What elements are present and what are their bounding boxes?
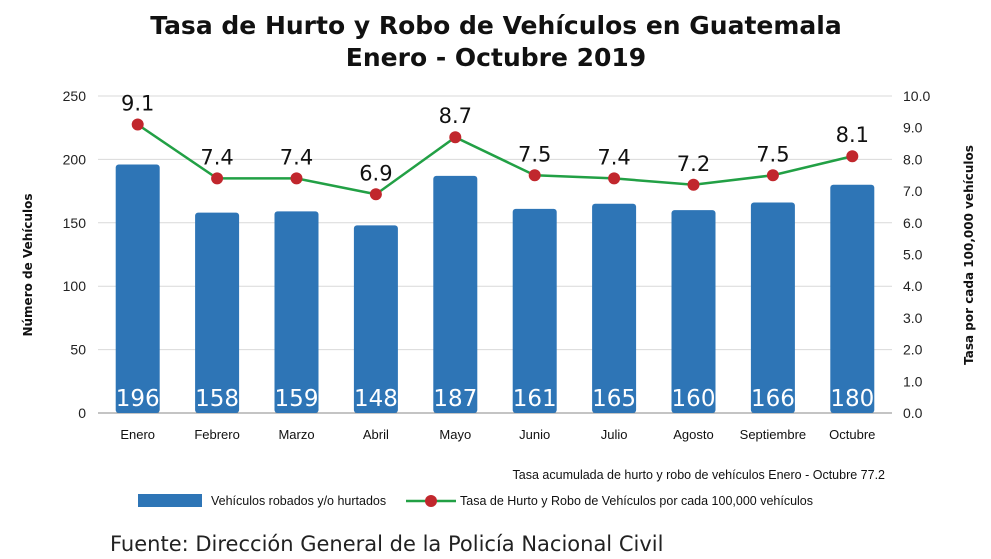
left-tick-label: 250 [63,88,87,104]
right-tick-label: 0.0 [903,405,923,421]
rate-value-label: 7.4 [280,145,313,169]
category-label: Agosto [673,427,713,442]
left-tick-label: 50 [70,342,86,358]
rate-value-label: 8.1 [836,123,869,147]
bar-value-label: 166 [751,386,795,412]
legend-line-marker [425,495,437,507]
bar-value-label: 180 [830,386,874,412]
bar-value-label: 148 [354,386,398,412]
right-tick-label: 7.0 [903,183,923,199]
right-axis-title: Tasa por cada 100,000 vehículos [962,145,976,365]
rate-value-label: 7.5 [756,142,789,166]
category-label: Mayo [439,427,471,442]
category-label: Abril [363,427,389,442]
rate-value-label: 7.2 [677,152,710,176]
rate-point [369,188,382,201]
bar [433,175,478,413]
category-label: Junio [519,427,550,442]
bar-value-label: 158 [195,386,239,412]
bar-value-label: 196 [116,386,160,412]
bar [353,225,398,413]
left-tick-label: 200 [63,151,87,167]
rate-point [687,178,700,191]
bar [195,212,240,413]
rate-line-series: 9.1 7.4 7.4 6.9 8.7 7.5 7.4 7.2 7.5 8.1 [121,92,869,201]
legend-bar-label: Vehículos robados y/o hurtados [211,494,386,508]
bar [830,184,875,413]
right-tick-label: 4.0 [903,278,923,294]
rate-point [608,172,621,185]
right-tick-label: 2.0 [903,342,923,358]
bar-value-label: 187 [433,386,477,412]
rate-point [528,169,541,182]
rate-point [449,131,462,144]
chart-title-line-1: Tasa de Hurto y Robo de Vehículos en Gua… [150,11,842,40]
category-label: Julio [601,427,628,442]
bar [512,208,557,413]
rate-value-label: 7.5 [518,142,551,166]
right-tick-label: 5.0 [903,247,923,263]
right-tick-label: 8.0 [903,151,923,167]
category-label: Septiembre [740,427,806,442]
right-tick-label: 1.0 [903,373,923,389]
legend-line-label: Tasa de Hurto y Robo de Vehículos por ca… [460,494,813,508]
category-labels: Enero Febrero Marzo Abril Mayo Junio Julio Agos… [120,427,875,442]
rate-value-label: 7.4 [200,145,233,169]
category-label: Octubre [829,427,875,442]
bar [115,164,160,413]
left-tick-label: 0 [78,405,86,421]
bar [274,211,319,413]
right-tick-label: 9.0 [903,120,923,136]
rate-point [211,172,224,185]
left-tick-label: 150 [63,215,87,231]
rate-point [290,172,303,185]
right-axis-ticks: 0.0 1.0 2.0 3.0 4.0 5.0 6.0 7.0 8.0 9.0 10.0 [903,88,930,421]
bar-value-label: 160 [672,386,716,412]
category-label: Febrero [194,427,240,442]
rate-line [136,123,853,196]
bar-value-label: 159 [275,386,319,412]
left-tick-label: 100 [63,278,87,294]
right-tick-label: 6.0 [903,215,923,231]
left-axis-ticks: 0 50 100 150 200 250 [63,88,87,421]
rate-value-label: 6.9 [359,161,392,185]
bar-value-label: 165 [592,386,636,412]
source-note: Fuente: Dirección General de la Policía … [110,532,663,556]
bar [592,203,637,413]
left-axis-title: Número de Vehículos [21,193,35,336]
rate-value-label: 9.1 [121,92,154,116]
right-tick-label: 10.0 [903,88,930,104]
rate-value-label: 8.7 [439,104,472,128]
right-tick-label: 3.0 [903,310,923,326]
bar-series: 196 158 159 148 187 161 165 160 166 180 [115,164,875,413]
rate-point [766,169,779,182]
rate-point [846,150,859,163]
legend-bar-swatch [138,494,202,507]
rate-value-label: 7.4 [597,145,630,169]
bar [671,210,716,413]
category-label: Marzo [278,427,314,442]
bar [750,202,795,413]
bar-value-label: 161 [513,386,557,412]
chart-title-line-2: Enero - Octubre 2019 [346,43,646,72]
cumulative-rate-note: Tasa acumulada de hurto y robo de vehícu… [513,468,885,482]
rate-point [131,118,144,131]
category-label: Enero [120,427,155,442]
